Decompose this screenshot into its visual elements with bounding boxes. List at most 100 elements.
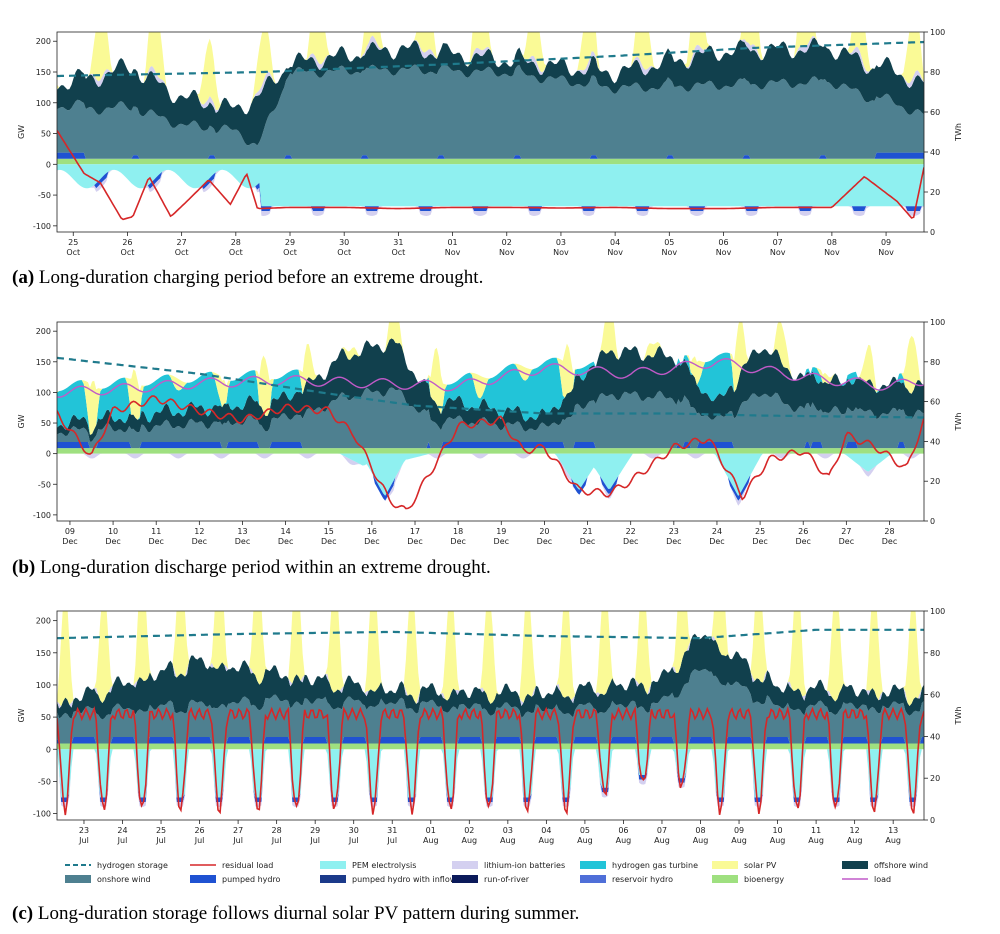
y-tick-label: 100 xyxy=(36,99,51,108)
legend-swatch xyxy=(452,875,478,883)
x-tick-month: Aug xyxy=(731,836,747,845)
plot-area xyxy=(57,322,924,510)
x-tick-month: Jul xyxy=(117,836,128,845)
x-tick-month: Dec xyxy=(192,537,207,546)
y2-tick-label: 60 xyxy=(930,691,940,700)
y-tick-label: -100 xyxy=(33,222,51,231)
y2-tick-label: 80 xyxy=(930,68,940,77)
caption-text: Long-duration charging period before an … xyxy=(39,267,483,288)
legend-item: lithium-ion batteries xyxy=(452,861,565,870)
area-offshore-wind xyxy=(57,37,924,146)
y2-tick-label: 20 xyxy=(930,477,940,486)
x-tick-day: 01 xyxy=(447,238,457,247)
caption-text: Long-duration storage follows diurnal so… xyxy=(38,903,580,924)
area-onshore-wind xyxy=(57,387,924,449)
x-tick-day: 22 xyxy=(626,527,636,536)
y-tick-label: -50 xyxy=(38,480,51,489)
caption-c: (c) Long-duration storage follows diurna… xyxy=(12,903,579,924)
x-tick-day: 29 xyxy=(310,826,320,835)
line-load xyxy=(57,357,924,398)
legend-item: PEM electrolysis xyxy=(320,861,416,870)
legend-label: load xyxy=(874,875,891,884)
legend-label: lithium-ion batteries xyxy=(484,861,565,870)
x-tick-day: 16 xyxy=(367,527,377,536)
x-tick-day: 01 xyxy=(426,826,436,835)
x-tick-day: 17 xyxy=(410,527,420,536)
x-tick-month: Dec xyxy=(105,537,120,546)
x-tick-month: Dec xyxy=(623,537,638,546)
legend-label: pumped hydro with inflow xyxy=(352,875,457,884)
x-tick-month: Dec xyxy=(450,537,465,546)
x-tick-month: Jul xyxy=(155,836,166,845)
x-tick-month: Jul xyxy=(386,836,397,845)
x-tick-month: Dec xyxy=(709,537,724,546)
x-tick-month: Nov xyxy=(824,248,840,257)
x-tick-month: Aug xyxy=(808,836,824,845)
plot-area xyxy=(57,611,924,816)
legend-label: run-of-river xyxy=(484,875,530,884)
x-tick-day: 27 xyxy=(177,238,187,247)
x-tick-day: 08 xyxy=(827,238,837,247)
caption-label: (a) xyxy=(12,267,34,288)
area-neg-pem-electrolysis xyxy=(57,453,924,496)
x-tick-month: Aug xyxy=(423,836,439,845)
x-tick-month: Aug xyxy=(461,836,477,845)
x-tick-month: Nov xyxy=(553,248,569,257)
area-onshore-wind xyxy=(57,668,924,744)
legend-label: hydrogen storage xyxy=(97,861,168,870)
plot-frame xyxy=(56,610,925,821)
legend-swatch xyxy=(452,861,478,869)
line-hydrogen-storage xyxy=(57,40,924,78)
x-tick-month: Dec xyxy=(278,537,293,546)
x-tick-day: 23 xyxy=(79,826,89,835)
x-tick-month: Aug xyxy=(770,836,786,845)
area-neg-pem-electrolysis xyxy=(57,749,924,798)
legend-label: residual load xyxy=(222,861,273,870)
x-tick-month: Dec xyxy=(494,537,509,546)
y2-tick-label: 20 xyxy=(930,188,940,197)
x-tick-month: Dec xyxy=(364,537,379,546)
legend-swatch xyxy=(320,875,346,883)
y-tick-label: 100 xyxy=(36,388,51,397)
y-tick-label: 0 xyxy=(46,450,51,459)
x-tick-day: 26 xyxy=(122,238,132,247)
x-tick-day: 19 xyxy=(496,527,506,536)
x-tick-day: 26 xyxy=(798,527,808,536)
y2-tick-label: 0 xyxy=(930,228,935,237)
legend-swatch xyxy=(842,861,868,869)
caption-label: (b) xyxy=(12,557,35,578)
legend-swatch xyxy=(712,875,738,883)
x-tick-day: 07 xyxy=(773,238,783,247)
legend: hydrogen storage residual load PEM electro… xyxy=(65,861,928,884)
x-tick-month: Aug xyxy=(616,836,632,845)
legend-item: bioenergy xyxy=(712,875,784,884)
x-tick-month: Dec xyxy=(666,537,681,546)
x-tick-day: 26 xyxy=(194,826,204,835)
x-tick-month: Dec xyxy=(537,537,552,546)
x-tick-month: Nov xyxy=(716,248,732,257)
x-tick-day: 24 xyxy=(712,527,722,536)
area-bioenergy xyxy=(57,158,924,165)
x-tick-day: 20 xyxy=(539,527,549,536)
y2-tick-label: 40 xyxy=(930,732,940,741)
x-tick-month: Dec xyxy=(882,537,897,546)
x-tick-day: 27 xyxy=(233,826,243,835)
x-tick-day: 12 xyxy=(194,527,204,536)
area-onshore-wind xyxy=(57,63,924,159)
x-tick-month: Aug xyxy=(885,836,901,845)
y-tick-label: -100 xyxy=(33,810,51,819)
y-tick-label: 50 xyxy=(41,130,51,139)
x-tick-month: Oct xyxy=(229,248,243,257)
x-tick-month: Nov xyxy=(607,248,623,257)
area-neg-pem-electrolysis xyxy=(57,164,924,207)
x-tick-month: Nov xyxy=(445,248,461,257)
y-tick-label: -50 xyxy=(38,777,51,786)
y2-tick-label: 40 xyxy=(930,437,940,446)
y2-axis-label: TWh xyxy=(954,413,963,432)
x-tick-day: 02 xyxy=(502,238,512,247)
x-tick-day: 18 xyxy=(453,527,463,536)
x-tick-month: Oct xyxy=(283,248,297,257)
legend-item: residual load xyxy=(190,861,273,870)
x-tick-month: Dec xyxy=(407,537,422,546)
y2-tick-label: 80 xyxy=(930,358,940,367)
